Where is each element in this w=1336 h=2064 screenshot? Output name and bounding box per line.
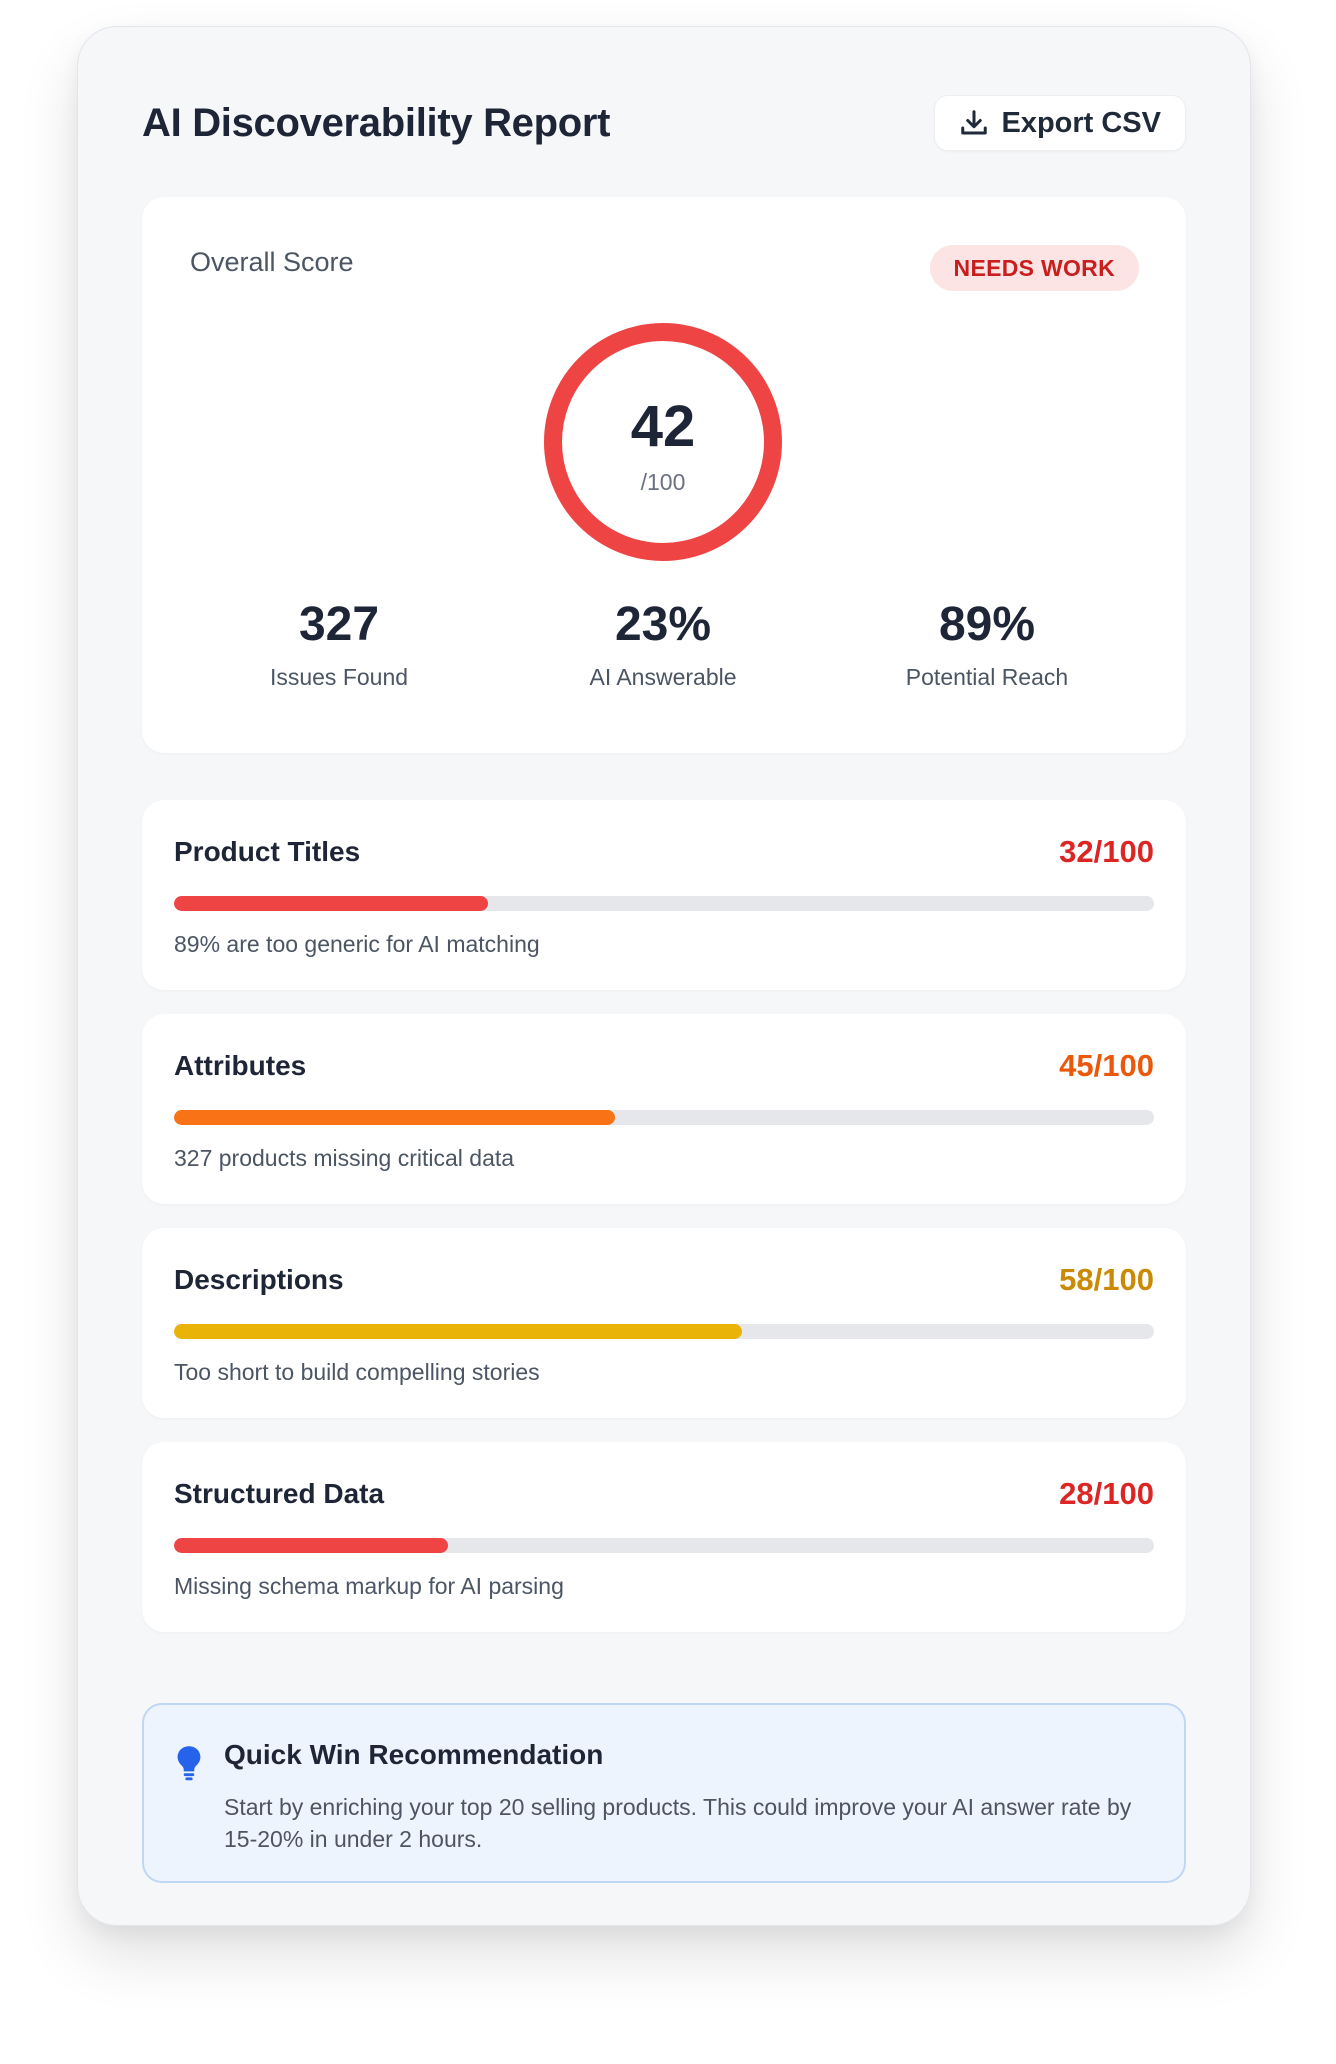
progress-fill [174, 1538, 449, 1553]
export-csv-button[interactable]: Export CSV [934, 95, 1186, 151]
score-ring [544, 323, 782, 561]
status-badge: NEEDS WORK [929, 245, 1139, 291]
stat-value: 89% [938, 598, 1036, 651]
stat-ai-answerable: 23% AI Answerable [513, 597, 813, 691]
stat-label: Potential Reach [905, 664, 1069, 690]
progress-track [174, 1538, 1154, 1553]
recommendation-text: Start by enriching your top 20 selling p… [224, 1794, 1132, 1852]
progress-fill [174, 1110, 615, 1125]
overall-score-max: /100 [640, 469, 686, 495]
lightbulb-icon [177, 1746, 201, 1781]
category-name: Structured Data [174, 1478, 385, 1509]
category-description: 327 products missing critical data [174, 1145, 515, 1171]
overall-score-label: Overall Score [190, 247, 354, 277]
progress-track [174, 1324, 1154, 1339]
category-score: 45/100 [1059, 1048, 1154, 1083]
report-panel: AI Discoverability Report Export CSV Ove… [77, 26, 1251, 1926]
score-ring-arc [544, 323, 782, 561]
category-description: Too short to build compelling stories [174, 1359, 540, 1385]
category-description: Missing schema markup for AI parsing [174, 1573, 564, 1599]
category-card-product-titles: Product Titles 32/100 89% are too generi… [142, 800, 1186, 990]
category-card-attributes: Attributes 45/100 327 products missing c… [142, 1014, 1186, 1204]
overall-score-value: 42 [630, 394, 696, 459]
progress-track [174, 1110, 1154, 1125]
progress-fill [174, 896, 488, 911]
page-title: AI Discoverability Report [142, 100, 611, 145]
recommendation-title: Quick Win Recommendation [224, 1739, 604, 1770]
download-icon [961, 110, 988, 135]
stat-issues-found: 327 Issues Found [189, 597, 489, 691]
report-header: AI Discoverability Report Export CSV [142, 89, 1186, 157]
category-card-descriptions: Descriptions 58/100 Too short to build c… [142, 1228, 1186, 1418]
stat-label: Issues Found [269, 664, 409, 690]
category-name: Attributes [174, 1050, 307, 1081]
category-name: Product Titles [174, 836, 361, 867]
category-card-structured-data: Structured Data 28/100 Missing schema ma… [142, 1442, 1186, 1632]
progress-track [174, 896, 1154, 911]
stat-label: AI Answerable [589, 664, 737, 690]
category-name: Descriptions [174, 1264, 344, 1295]
progress-fill [174, 1324, 743, 1339]
export-csv-label: Export CSV [1001, 106, 1161, 139]
category-score: 28/100 [1059, 1476, 1154, 1511]
category-score: 32/100 [1059, 834, 1154, 869]
stat-value: 23% [614, 598, 712, 651]
category-score: 58/100 [1059, 1262, 1154, 1297]
stat-value: 327 [298, 598, 380, 651]
stat-potential-reach: 89% Potential Reach [837, 597, 1137, 691]
overall-score-card: Overall Score NEEDS WORK 42 /100 327 Iss… [142, 197, 1186, 753]
category-description: 89% are too generic for AI matching [174, 931, 540, 957]
recommendation-card: Quick Win Recommendation Start by enrich… [142, 1703, 1186, 1883]
